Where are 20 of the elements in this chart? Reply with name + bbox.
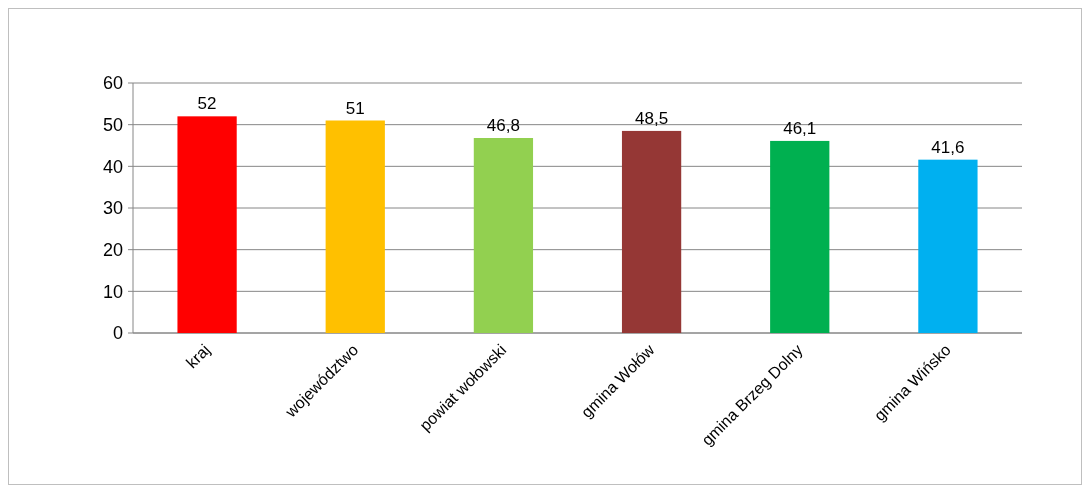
y-tick-label: 60	[102, 73, 123, 94]
y-tick-label: 10	[102, 281, 123, 302]
bar	[473, 138, 534, 333]
y-tick-label: 30	[102, 198, 123, 219]
data-label: 41,6	[931, 137, 965, 157]
y-tick-label: 0	[112, 323, 123, 344]
data-label: 48,5	[635, 108, 669, 128]
bar	[621, 130, 682, 333]
bar	[770, 140, 830, 333]
x-tick-label: kraj	[182, 341, 214, 372]
bar	[325, 120, 385, 333]
bar	[177, 116, 237, 333]
data-label: 46,1	[783, 118, 817, 138]
bar	[918, 159, 978, 333]
data-label: 52	[197, 94, 217, 114]
data-label: 46,8	[486, 116, 520, 135]
y-tick-label: 40	[102, 156, 123, 177]
y-tick-label: 20	[102, 239, 123, 260]
data-label: 51	[345, 98, 365, 118]
y-tick-label: 50	[102, 114, 123, 135]
